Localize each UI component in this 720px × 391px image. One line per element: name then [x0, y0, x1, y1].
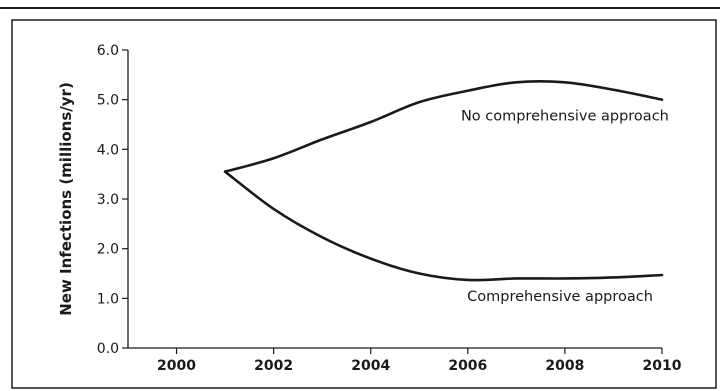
- y-tick-label: 2.0: [97, 242, 119, 258]
- x-tick-label: 2002: [254, 358, 293, 374]
- x-tick-label: 2010: [643, 358, 682, 374]
- y-tick-label: 4.0: [97, 142, 119, 158]
- series-annotation: No comprehensive approach: [461, 109, 669, 125]
- axes: 0.0 1.0 2.0 3.0 4.0 5.0 6.0 2000 2002 2004 2006 200…: [57, 43, 682, 374]
- series-line-comprehensive: [223, 170, 664, 282]
- y-tick-label: 1.0: [97, 291, 119, 307]
- y-tick-label: 6.0: [97, 43, 119, 59]
- plot-border: [11, 19, 717, 389]
- series-layer: [223, 79, 664, 282]
- series-annotation: Comprehensive approach: [467, 289, 653, 305]
- x-tick-label: 2006: [448, 358, 487, 374]
- series-line-no-comprehensive: [223, 79, 664, 173]
- y-tick-label: 0.0: [97, 341, 119, 357]
- x-tick-label: 2004: [351, 358, 390, 374]
- y-axis-title: New Infections (millions/yr): [57, 82, 75, 316]
- y-tick-label: 5.0: [97, 93, 119, 109]
- x-tick-label: 2008: [545, 358, 584, 374]
- y-tick-label: 3.0: [97, 192, 119, 208]
- annotation-layer: No comprehensive approach Comprehensive a…: [461, 109, 669, 305]
- x-tick-label: 2000: [157, 358, 196, 374]
